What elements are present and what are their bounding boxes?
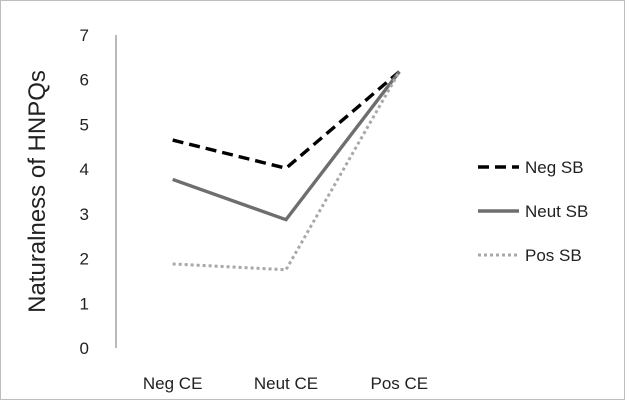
legend-label: Neg SB <box>525 158 584 177</box>
series-line-neg-sb <box>172 70 401 171</box>
y-tick-label: 4 <box>80 160 89 179</box>
series-line-pos-sb <box>172 70 401 272</box>
x-tick-label: Neg CE <box>143 374 203 393</box>
y-tick-label: 6 <box>80 71 89 90</box>
x-tick-label: Pos CE <box>371 374 429 393</box>
series-lines <box>172 70 401 272</box>
y-axis-title: Naturalness of HNPQs <box>24 70 51 313</box>
legend: Neg SB Neut SB Pos SB <box>478 158 588 265</box>
legend-label: Pos SB <box>525 246 582 265</box>
y-tick-label: 2 <box>80 250 89 269</box>
legend-label: Neut SB <box>525 202 588 221</box>
y-tick-label: 7 <box>80 26 89 45</box>
y-tick-label: 1 <box>80 294 89 313</box>
y-tick-label: 0 <box>80 339 89 358</box>
x-tick-label: Neut CE <box>254 374 318 393</box>
y-tick-label: 3 <box>80 205 89 224</box>
y-tick-label: 5 <box>80 115 89 134</box>
x-tick-labels: Neg CE Neut CE Pos CE <box>143 374 428 393</box>
y-tick-labels: 0 1 2 3 4 5 6 7 <box>80 26 89 358</box>
series-line-neut-sb <box>172 70 401 222</box>
